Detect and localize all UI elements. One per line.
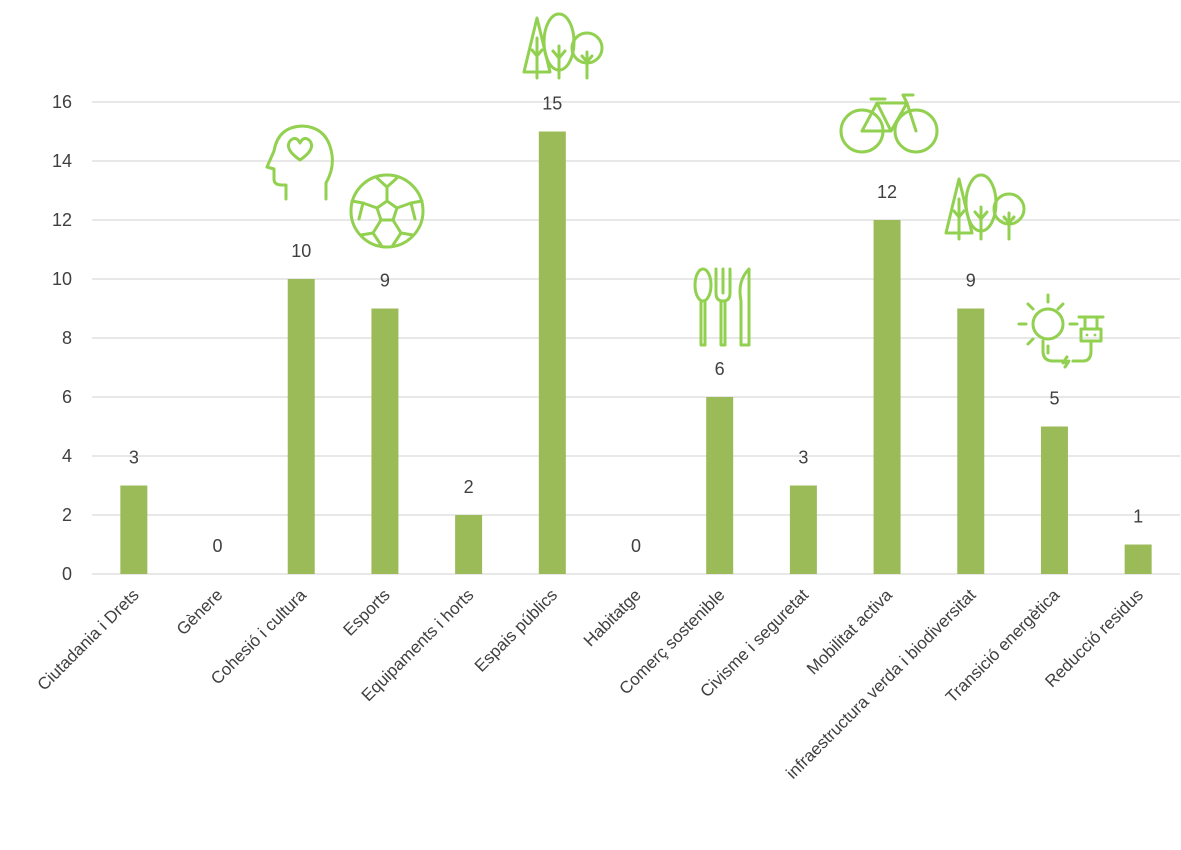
y-tick-label: 2 <box>62 505 72 525</box>
y-axis: 0 2 4 6 8 10 12 14 16 <box>52 92 72 584</box>
bar <box>706 397 734 574</box>
y-tick-label: 16 <box>52 92 72 112</box>
y-tick-label: 12 <box>52 210 72 230</box>
soccer-ball-icon <box>349 173 425 249</box>
y-tick-label: 4 <box>62 446 72 466</box>
data-label: 0 <box>213 536 223 556</box>
data-label: 10 <box>291 241 311 261</box>
data-label: 1 <box>1133 507 1143 527</box>
bar <box>371 308 399 574</box>
cutlery-icon <box>693 267 751 347</box>
bar <box>120 485 148 574</box>
data-labels: 3 0 10 9 2 15 0 6 3 12 9 5 1 <box>129 94 1143 557</box>
data-label: 3 <box>798 448 808 468</box>
bar <box>789 485 817 574</box>
bar <box>538 131 566 574</box>
y-tick-label: 10 <box>52 269 72 289</box>
x-tick-label: Habitatge <box>580 585 645 650</box>
trees-icon <box>944 173 1026 241</box>
data-label: 12 <box>877 182 897 202</box>
bar <box>287 279 315 574</box>
y-tick-label: 14 <box>52 151 72 171</box>
y-tick-label: 8 <box>62 328 72 348</box>
bars <box>120 131 1152 574</box>
x-tick-label: Ciutadania i Drets <box>34 585 143 694</box>
data-label: 9 <box>966 271 976 291</box>
bar <box>1124 544 1152 574</box>
gridlines <box>92 101 1180 575</box>
data-label: 0 <box>631 536 641 556</box>
y-tick-label: 6 <box>62 387 72 407</box>
x-tick-label: Esports <box>340 585 394 639</box>
data-label: 2 <box>464 477 474 497</box>
bicycle-icon <box>839 93 939 154</box>
sun-plug-icon <box>1017 293 1105 369</box>
x-tick-label: Espais públics <box>471 585 561 675</box>
data-label: 5 <box>1049 389 1059 409</box>
bar <box>1040 426 1068 574</box>
x-tick-label: Gènere <box>173 585 227 639</box>
data-label: 6 <box>715 359 725 379</box>
data-label: 9 <box>380 271 390 291</box>
bar <box>957 308 985 574</box>
bar <box>873 220 901 574</box>
data-label: 3 <box>129 448 139 468</box>
heart-head-icon <box>265 124 334 201</box>
y-tick-label: 0 <box>62 564 72 584</box>
icons <box>265 12 1105 369</box>
data-label: 15 <box>542 94 562 114</box>
bar <box>455 515 483 574</box>
x-tick-label: Mobilitat activa <box>803 585 896 678</box>
trees-icon <box>522 12 604 80</box>
